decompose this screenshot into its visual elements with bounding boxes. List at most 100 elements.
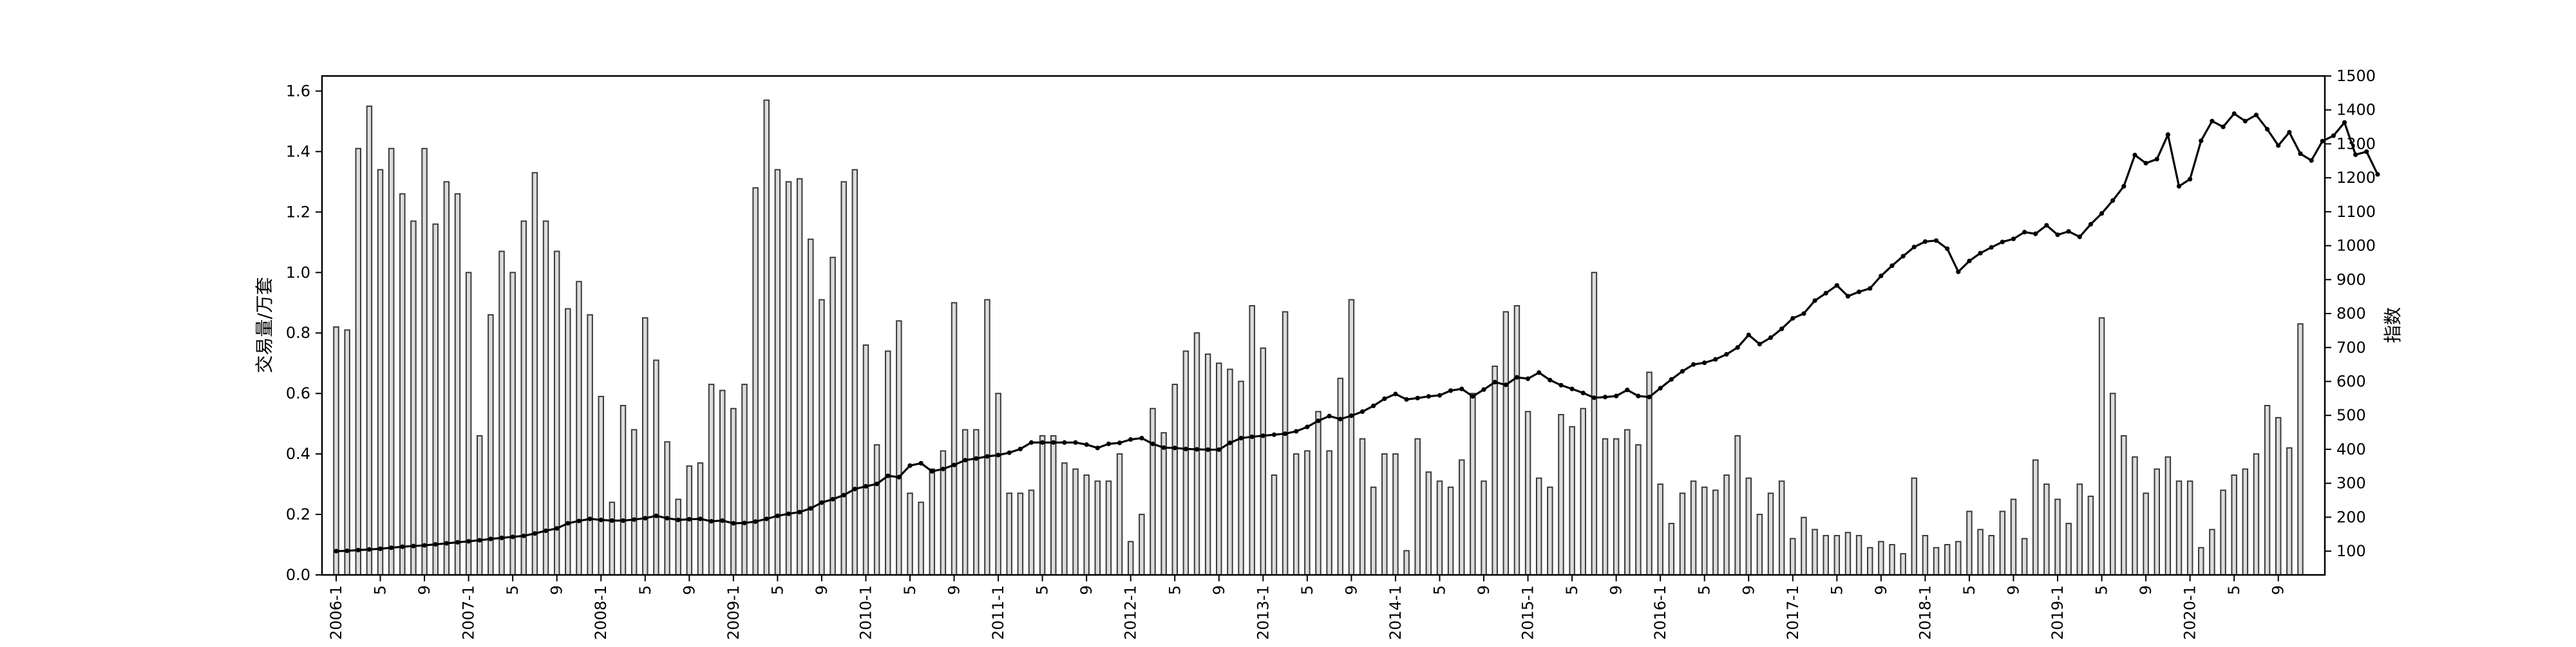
index-point-90 [1327, 413, 1332, 418]
bar-volume-14 [488, 314, 494, 576]
index-point-26 [620, 518, 626, 523]
index-point-165 [2154, 156, 2159, 162]
bar-volume-45 [829, 256, 836, 576]
bar-volume-173 [2242, 468, 2249, 576]
bar-volume-138 [1855, 534, 1862, 576]
index-point-129 [1757, 341, 1762, 347]
bar-volume-128 [1745, 477, 1752, 576]
bar-volume-29 [653, 359, 659, 576]
x-tick-label-32: 9 [1739, 585, 1757, 595]
bar-volume-132 [1790, 538, 1796, 576]
index-point-20 [554, 526, 560, 531]
index-point-112 [1569, 386, 1575, 391]
index-point-152 [2011, 236, 2016, 241]
x-tick-label-33: 2017-1 [1784, 585, 1802, 640]
bar-volume-9 [432, 223, 439, 576]
bar-volume-168 [2186, 480, 2193, 576]
bar-volume-139 [1866, 547, 1873, 576]
index-point-105 [1492, 379, 1497, 385]
index-point-3 [366, 547, 372, 552]
bar-volume-122 [1679, 492, 1686, 576]
index-point-132 [1790, 315, 1795, 321]
bar-volume-154 [2032, 459, 2039, 576]
right-tick-label-8: 900 [2336, 270, 2366, 288]
index-point-151 [2000, 239, 2005, 245]
index-point-162 [2121, 183, 2126, 189]
index-point-64 [1040, 440, 1045, 445]
bar-volume-165 [2154, 468, 2160, 576]
bar-volume-134 [1812, 529, 1818, 576]
bar-volume-95 [1381, 453, 1388, 576]
index-point-17 [521, 533, 526, 538]
bar-volume-2 [355, 147, 362, 576]
x-tick-label-18: 2012-1 [1122, 585, 1140, 640]
index-point-103 [1470, 394, 1475, 399]
index-point-134 [1812, 298, 1817, 303]
index-point-123 [1690, 362, 1696, 367]
right-tick-label-6: 700 [2336, 339, 2366, 357]
bar-volume-65 [1050, 435, 1057, 576]
bar-volume-176 [2275, 417, 2282, 576]
x-tick-label-42: 2020-1 [2181, 585, 2199, 640]
index-point-141 [1889, 263, 1895, 268]
index-point-155 [2044, 223, 2049, 228]
bar-volume-70 [1105, 480, 1112, 576]
bar-volume-26 [620, 404, 627, 576]
bar-volume-127 [1734, 435, 1741, 576]
x-tick-label-27: 2015-1 [1519, 585, 1537, 640]
index-point-167 [2176, 183, 2182, 189]
index-point-47 [852, 487, 857, 492]
bar-volume-6 [399, 193, 406, 576]
index-point-8 [422, 543, 427, 548]
bar-volume-100 [1436, 480, 1443, 576]
index-point-140 [1879, 273, 1884, 279]
x-tick-label-3: 2007-1 [460, 585, 478, 640]
index-point-93 [1359, 409, 1365, 415]
bar-volume-160 [2098, 317, 2105, 576]
index-point-156 [2055, 232, 2060, 238]
bar-volume-30 [664, 441, 670, 576]
index-point-81 [1227, 440, 1233, 445]
index-point-80 [1217, 447, 1222, 453]
bar-volume-49 [873, 444, 880, 576]
x-tick-label-22: 5 [1298, 585, 1316, 595]
index-point-83 [1249, 434, 1255, 440]
bar-volume-161 [2109, 393, 2116, 576]
index-point-97 [1404, 397, 1409, 402]
bar-volume-124 [1701, 486, 1708, 576]
index-point-113 [1580, 390, 1586, 396]
bar-volume-8 [421, 147, 428, 576]
x-tick-label-23: 9 [1342, 585, 1360, 595]
x-tick-label-9: 2009-1 [724, 585, 743, 640]
x-tick-label-8: 9 [680, 585, 698, 595]
x-tick-label-14: 9 [945, 585, 963, 595]
bar-volume-151 [1999, 511, 2006, 576]
index-point-76 [1172, 445, 1177, 451]
bar-volume-83 [1249, 305, 1255, 576]
bar-volume-58 [973, 429, 980, 576]
index-point-139 [1868, 286, 1873, 291]
bar-volume-113 [1580, 408, 1586, 576]
index-point-110 [1548, 377, 1553, 382]
left-tick-label-2: 0.4 [286, 445, 310, 463]
index-point-53 [918, 460, 923, 466]
bar-volume-130 [1767, 492, 1774, 576]
x-tick-label-34: 5 [1828, 585, 1846, 595]
bar-volume-17 [520, 220, 527, 576]
bar-volume-164 [2143, 492, 2149, 576]
index-point-108 [1525, 376, 1531, 381]
bar-volume-169 [2198, 547, 2204, 576]
index-point-119 [1647, 395, 1652, 400]
bar-volume-144 [1922, 534, 1929, 576]
bar-volume-34 [708, 384, 715, 576]
index-point-55 [940, 466, 946, 472]
bar-volume-0 [333, 326, 339, 576]
x-tick-label-5: 9 [548, 585, 566, 595]
index-point-130 [1768, 335, 1774, 341]
bar-volume-101 [1447, 486, 1454, 576]
index-point-7 [411, 543, 416, 549]
bar-volume-37 [741, 384, 748, 576]
x-tick-label-16: 5 [1034, 585, 1052, 595]
bar-volume-123 [1690, 480, 1697, 576]
index-point-21 [565, 521, 571, 526]
